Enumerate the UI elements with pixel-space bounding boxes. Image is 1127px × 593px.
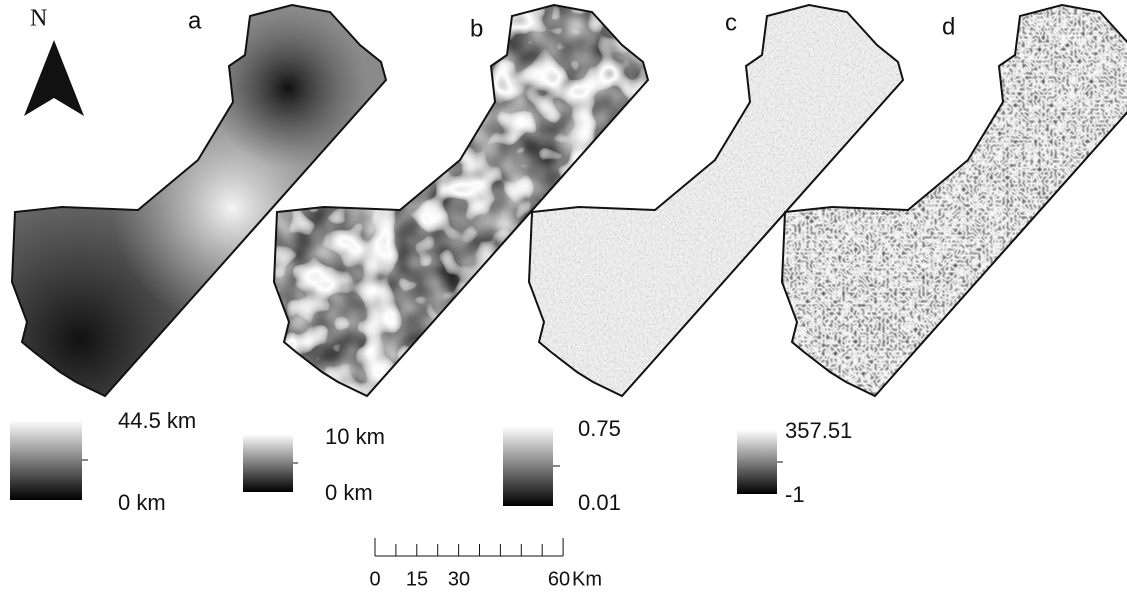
scale-label: 30 [448,568,470,590]
north-label: N [30,6,47,32]
legend-min: -1 [785,482,805,507]
figure: N a b c d 44.5 km 0 km 10 km 0 km 0.75 0… [0,0,1127,593]
legend-max: 44.5 km [118,408,196,433]
scale-label: 0 [369,568,380,590]
scale-unit: Km [572,568,602,590]
legend-min: 0.01 [578,490,621,515]
panel-label: c [725,9,737,36]
legend-min: 0 km [325,480,373,505]
legend-ramp [243,434,293,492]
legend-ramp [10,420,82,500]
page: {"north": "N", "panels": [ {"label": "a"… [0,0,1127,593]
north-arrow [24,40,84,116]
panel-label: a [188,7,202,34]
legend-ramp [737,430,777,494]
scale-label: 60 [548,568,570,590]
legend-max: 0.75 [578,416,621,441]
legend-max: 357.51 [785,418,852,443]
legend-max: 10 km [325,424,385,449]
body: N a b c d 44.5 km 0 km 10 km 0 km 0.75 0… [0,0,1127,593]
panel-label: d [942,13,955,40]
scale-label: 15 [406,568,428,590]
legend-min: 0 km [118,490,166,515]
scale-bar [375,538,563,556]
legend-ramp [503,426,553,506]
panel-label: b [470,15,483,42]
